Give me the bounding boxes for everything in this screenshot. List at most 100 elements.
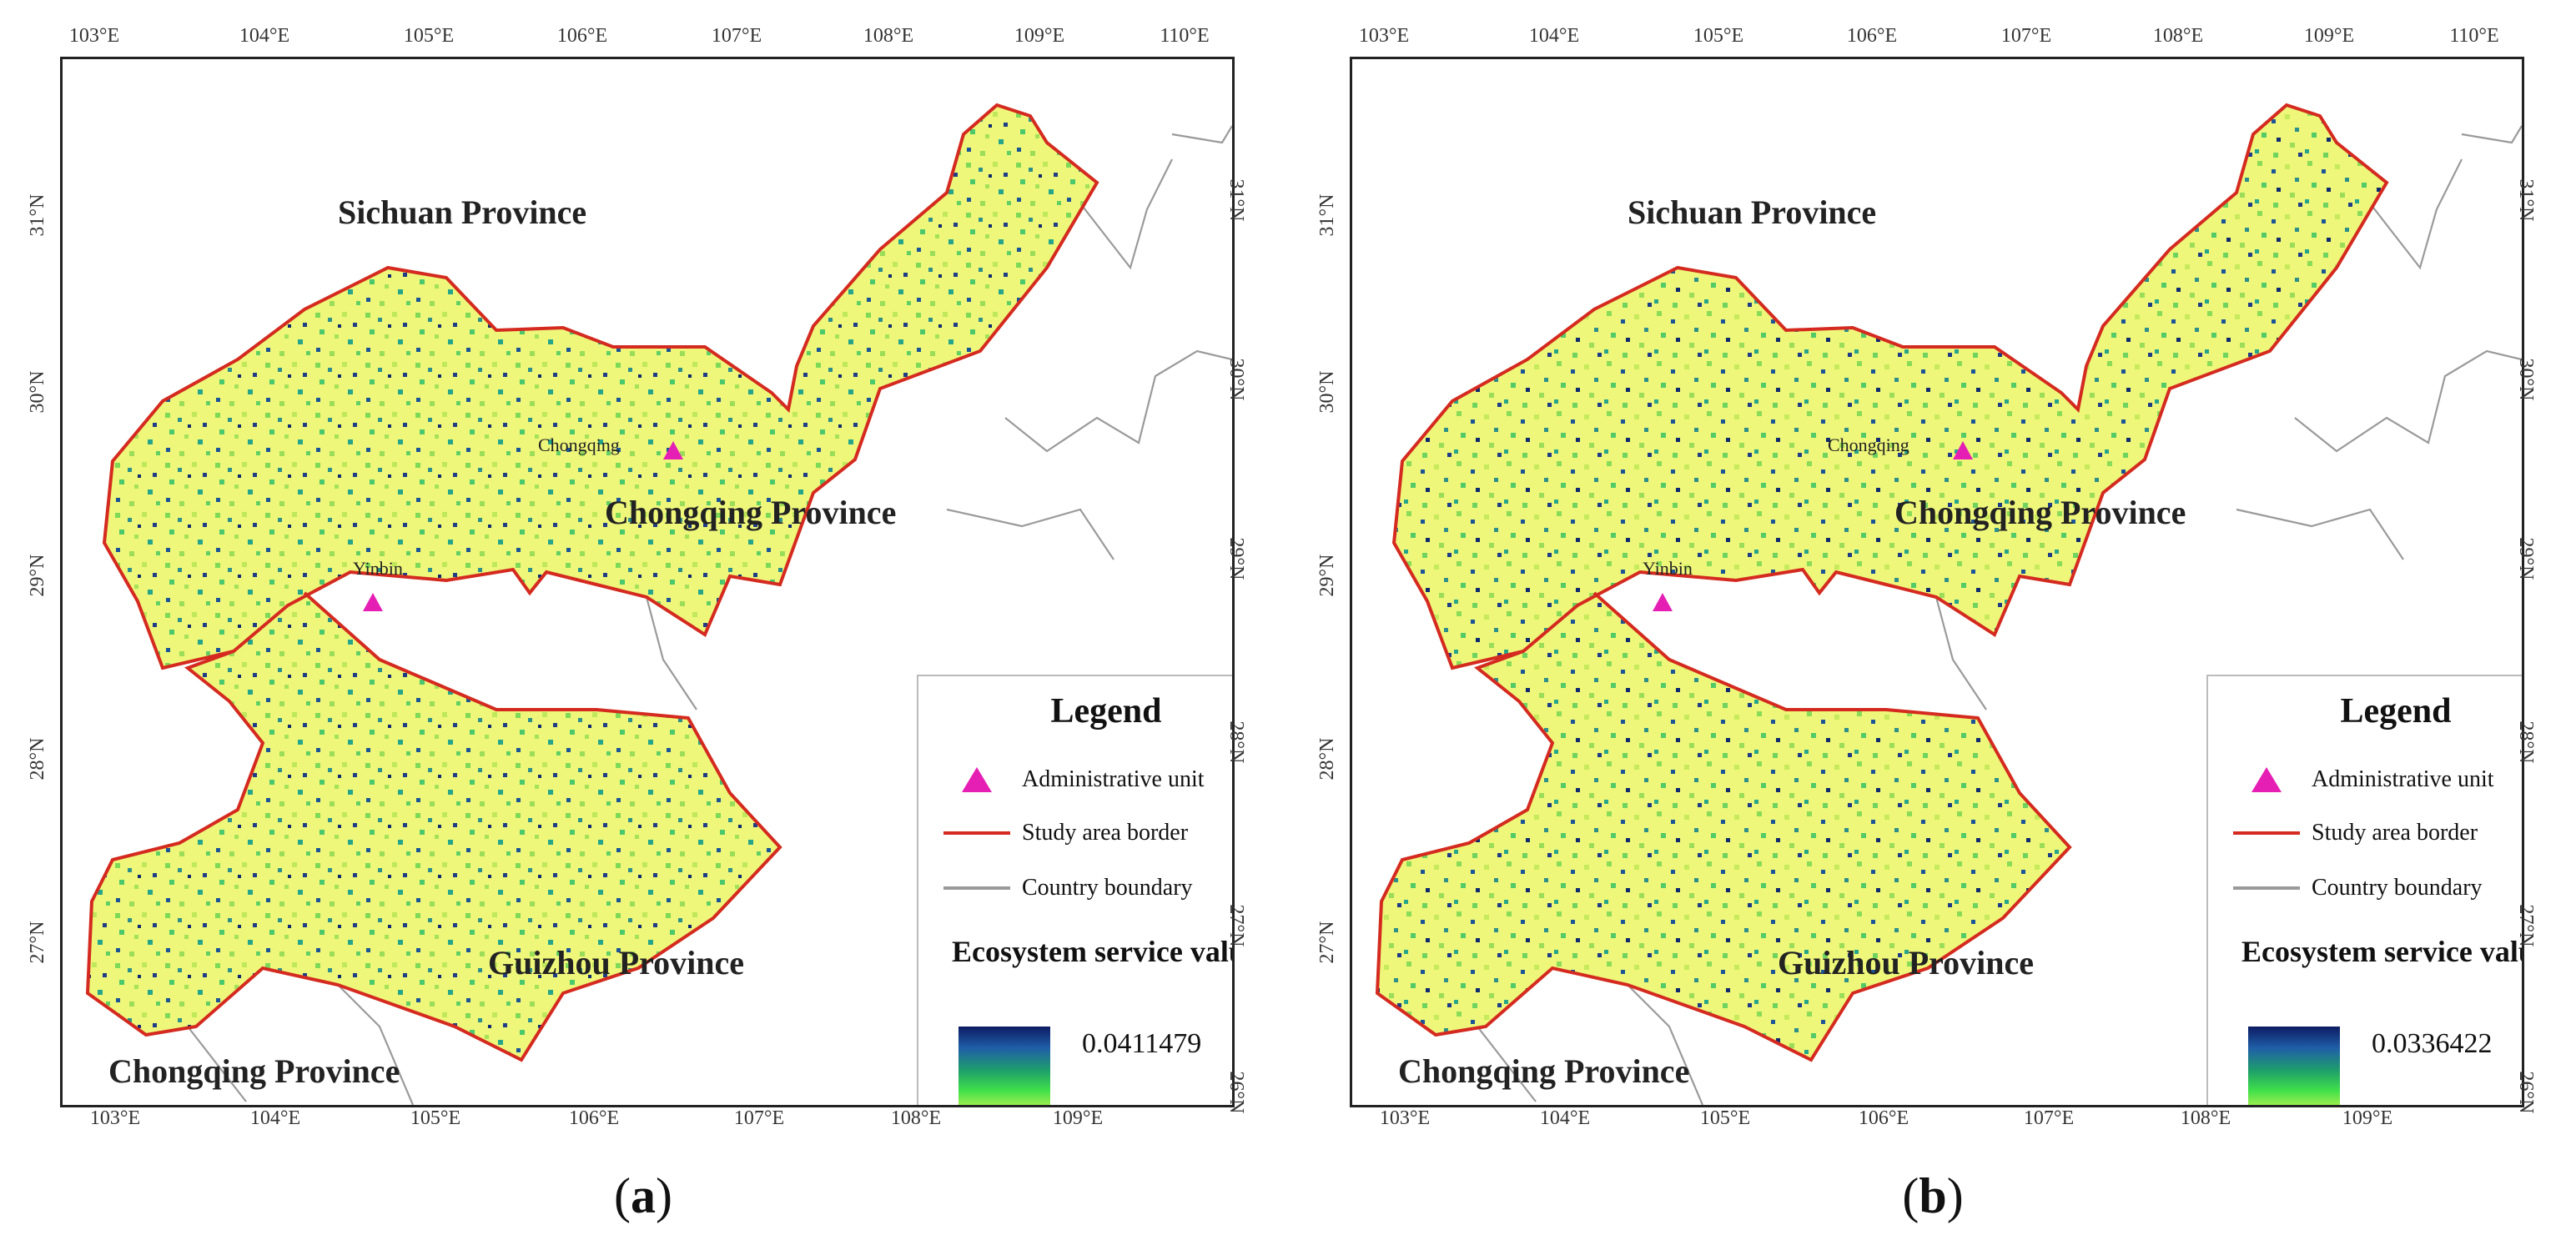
lon-tick: 106°E [568,1107,620,1129]
legend-row-study-border: Study area border [2233,816,2478,850]
lon-tick: 103°E [68,25,120,47]
city-label-yinbin: Yinbin [353,558,403,579]
triangle-icon [2233,766,2300,794]
province-label-sichuan: Sichuan Province [338,193,587,231]
color-ramp [958,1027,1050,1105]
lon-tick: 106°E [1846,25,1898,47]
lon-tick: 107°E [2000,25,2052,47]
red-line-icon [943,829,1010,837]
legend-label: Country boundary [1022,875,1193,901]
lon-tick: 105°E [1699,1107,1751,1129]
lon-tick: 107°E [711,25,762,47]
lon-tick: 105°E [1693,25,1744,47]
province-label-sichuan: Sichuan Province [1628,193,1877,231]
lat-tick: 27°N [1225,904,1247,947]
lon-tick: 104°E [249,1107,301,1129]
legend-label: Study area border [1022,820,1189,846]
province-label-chongqing-east: Chongqing Province [605,494,897,531]
lon-tick: 108°E [2180,1107,2231,1129]
legend-title: Legend [2340,692,2452,730]
legend-row-country-boundary: Country boundary [943,871,1193,905]
lat-tick: 29°N [1316,554,1338,597]
panel-caption: (a) [614,1168,672,1223]
lat-tick: 31°N [1225,178,1247,222]
lon-tick: 105°E [410,1107,461,1129]
legend-row-admin-unit: Administrative unit [943,763,1205,796]
province-label-guizhou: Guizhou Province [1778,944,2035,981]
lat-tick: 27°N [1316,921,1338,964]
lon-tick: 104°E [1528,25,1580,47]
lat-tick: 29°N [26,554,48,597]
legend-label: Country boundary [2312,875,2483,901]
study-area-border [1375,103,2389,1062]
city-label-chongqing: Chongqing [1828,434,1909,455]
lon-tick: 109°E [2342,1107,2393,1129]
gray-line-icon [943,884,1010,892]
lat-tick: 30°N [2514,358,2537,401]
lat-tick: 31°N [2514,178,2537,222]
lon-tick: 103°E [89,1107,141,1129]
lat-tick: 31°N [1316,193,1338,237]
map-panel-a: Sichuan Province Chongqing Province Guiz… [0,0,1286,1245]
province-label-guizhou: Guizhou Province [488,944,745,981]
admin-unit-marker [663,441,683,459]
lat-tick: 28°N [1225,720,1247,764]
panel-caption: (b) [1902,1168,1964,1223]
color-ramp [2248,1027,2340,1105]
legend-label: Study area border [2312,820,2478,846]
legend-box: Legend Administrative unit Study area bo… [917,675,1235,1105]
lon-tick: 106°E [1858,1107,1909,1129]
legend-label: Administrative unit [2312,766,2494,792]
admin-unit-marker [363,593,383,611]
city-label-yinbin: Yinbin [1643,558,1693,579]
lat-tick: 28°N [26,737,48,781]
province-label-chongqing-south: Chongqing Province [1398,1052,1690,1090]
admin-unit-marker [1653,593,1673,611]
lon-tick: 110°E [1160,25,1210,47]
lon-tick: 109°E [1014,25,1065,47]
caption-letter: a [631,1168,656,1223]
lat-tick: 29°N [1225,537,1247,580]
province-label-chongqing-south: Chongqing Province [108,1052,400,1090]
lon-tick: 108°E [863,25,914,47]
lon-tick: 106°E [556,25,608,47]
map-frame: Sichuan Province Chongqing Province Guiz… [60,57,1235,1107]
caption-letter: b [1919,1168,1947,1223]
ecosystem-value-title: Ecosystem service value [952,935,1235,968]
lat-tick: 29°N [2514,537,2537,580]
map-canvas [63,59,1232,1105]
lon-tick: 108°E [890,1107,942,1129]
ramp-max-value: 0.0336422 [2372,1028,2493,1059]
lon-tick: 104°E [1539,1107,1591,1129]
study-area-border [85,103,1099,1062]
lat-tick: 27°N [2514,904,2537,947]
lon-tick: 110°E [2449,25,2499,47]
lat-tick: 26°N [1225,1071,1247,1114]
lon-tick: 108°E [2152,25,2204,47]
legend-row-admin-unit: Administrative unit [2233,763,2494,796]
lat-tick: 30°N [1316,370,1338,414]
lat-tick: 30°N [1225,358,1247,401]
lon-tick: 104°E [239,25,290,47]
map-frame: Sichuan Province Chongqing Province Guiz… [1350,57,2524,1107]
legend-row-study-border: Study area border [943,816,1188,850]
city-label-chongqing: Chongqing [538,434,620,455]
lat-tick: 27°N [26,921,48,964]
lat-tick: 26°N [2514,1071,2537,1114]
gray-line-icon [2233,884,2300,892]
lon-tick: 103°E [1358,25,1410,47]
lat-tick: 28°N [1316,737,1338,781]
ramp-max-value: 0.0411479 [1082,1028,1202,1059]
lon-tick: 109°E [1052,1107,1104,1129]
legend-row-country-boundary: Country boundary [2233,871,2483,905]
lat-tick: 31°N [26,193,48,237]
ecosystem-value-title: Ecosystem service value [2241,935,2524,968]
province-label-chongqing-east: Chongqing Province [1894,494,2186,531]
red-line-icon [2233,829,2300,837]
legend-label: Administrative unit [1022,766,1205,792]
map-panel-b: Sichuan Province Chongqing Province Guiz… [1290,0,2576,1245]
lat-tick: 30°N [26,370,48,414]
lat-tick: 28°N [2514,720,2537,764]
legend-box: Legend Administrative unit Study area bo… [2206,675,2524,1105]
lon-tick: 109°E [2303,25,2355,47]
